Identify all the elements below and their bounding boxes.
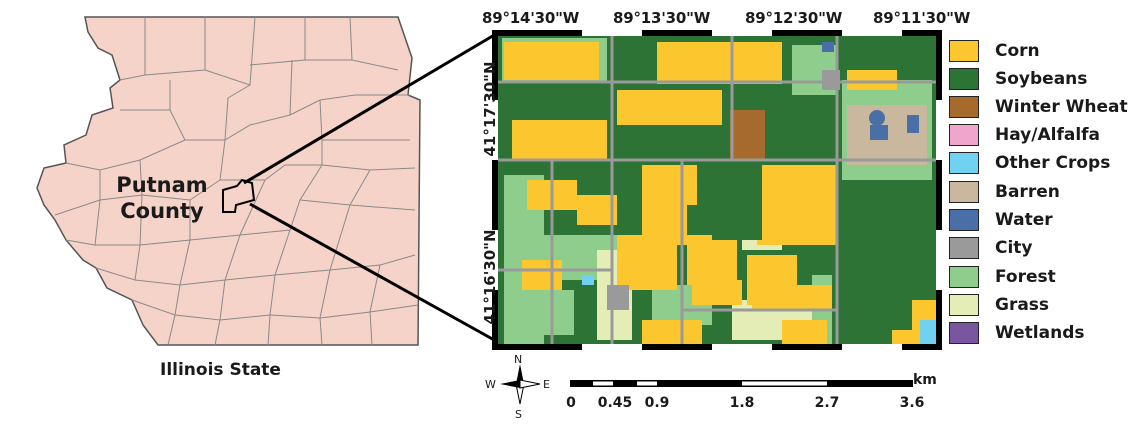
state-label: Illinois State [160, 360, 281, 380]
scale-tick-label: 2.7 [814, 395, 840, 411]
scale-tick-label: 0 [566, 395, 576, 411]
legend-label: Other Crops [995, 153, 1111, 173]
putnam-county-outline [222, 178, 256, 213]
scale-bar [570, 380, 913, 387]
legend-swatch [949, 266, 979, 288]
county-label: Putnam County [102, 172, 222, 224]
legend-label: Water [995, 210, 1053, 230]
compass-south-label: S [515, 408, 522, 421]
longitude-label: 89°13'30"W [613, 9, 711, 27]
legend-swatch [949, 152, 979, 174]
scale-tick-label: 0.9 [644, 395, 670, 411]
legend-swatch [949, 237, 979, 259]
map-frame [492, 30, 942, 350]
legend-label: Grass [995, 295, 1050, 315]
scale-tick-label: 0.45 [597, 395, 633, 411]
legend-label: Winter Wheat [995, 97, 1128, 117]
land-cover-map [492, 30, 942, 350]
latitude-label: 41°16'30"N [481, 229, 499, 325]
legend-swatch [949, 294, 979, 316]
land-cover-patches [502, 38, 938, 345]
county-label-line2: County [120, 199, 204, 223]
compass-west-label: W [485, 378, 496, 391]
legend-label: Soybeans [995, 69, 1088, 89]
legend-swatch [949, 68, 979, 90]
legend-swatch [949, 40, 979, 62]
legend-label: Wetlands [995, 323, 1085, 343]
legend-swatch [949, 181, 979, 203]
compass-east-label: E [543, 378, 550, 391]
latitude-label: 41°17'30"N [481, 61, 499, 157]
legend-label: Forest [995, 267, 1056, 287]
legend-swatch [949, 209, 979, 231]
illinois-state-map [36, 16, 421, 346]
legend-label: Hay/Alfalfa [995, 125, 1101, 145]
state-outline [36, 16, 421, 346]
legend-label: Corn [995, 41, 1040, 61]
scale-unit: km [913, 372, 937, 388]
longitude-label: 89°11'30"W [873, 9, 971, 27]
scale-tick-label: 1.8 [729, 395, 755, 411]
roads [492, 30, 942, 350]
legend-swatch [949, 124, 979, 146]
legend-swatch [949, 96, 979, 118]
longitude-label: 89°12'30"W [745, 9, 843, 27]
county-label-line1: Putnam [116, 173, 208, 197]
legend-label: City [995, 238, 1033, 258]
legend-swatch [949, 322, 979, 344]
compass-rose-icon [500, 364, 541, 405]
compass-north-label: N [514, 353, 523, 366]
legend-label: Barren [995, 182, 1060, 202]
longitude-label: 89°14'30"W [482, 9, 580, 27]
scale-tick-label: 3.6 [899, 395, 925, 411]
